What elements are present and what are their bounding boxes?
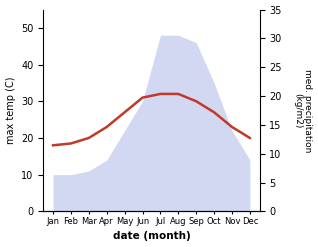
Y-axis label: max temp (C): max temp (C) xyxy=(5,77,16,144)
Y-axis label: med. precipitation
(kg/m2): med. precipitation (kg/m2) xyxy=(293,69,313,152)
X-axis label: date (month): date (month) xyxy=(113,231,190,242)
